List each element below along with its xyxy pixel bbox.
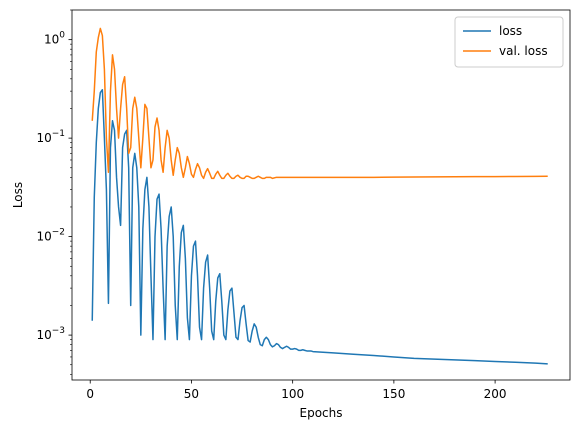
y-tick-label: 10−1 bbox=[36, 129, 65, 145]
y-tick-label: 10−2 bbox=[36, 228, 65, 244]
y-axis: 10−3 10−2 10−1 100 bbox=[36, 9, 72, 375]
x-tick-label: 200 bbox=[484, 387, 507, 401]
x-tick-label: 150 bbox=[382, 387, 405, 401]
legend: loss val. loss bbox=[454, 16, 564, 68]
y-tick-label: 10−3 bbox=[36, 326, 65, 342]
legend-box bbox=[454, 16, 564, 68]
y-tick-label: 100 bbox=[44, 31, 65, 47]
x-tick-label: 0 bbox=[86, 387, 94, 401]
legend-label-loss: loss bbox=[499, 24, 522, 38]
y-axis-label: Loss bbox=[11, 182, 25, 208]
series-line-val-loss bbox=[91, 27, 548, 180]
plot-content bbox=[91, 27, 548, 365]
x-tick-label: 50 bbox=[184, 387, 199, 401]
plot-frame bbox=[71, 9, 571, 381]
x-axis: 0 50 100 150 200 bbox=[86, 380, 507, 401]
x-axis-label: Epochs bbox=[300, 406, 343, 420]
legend-label-val-loss: val. loss bbox=[499, 44, 548, 58]
x-tick-label: 100 bbox=[281, 387, 304, 401]
series-line-loss bbox=[91, 88, 548, 365]
